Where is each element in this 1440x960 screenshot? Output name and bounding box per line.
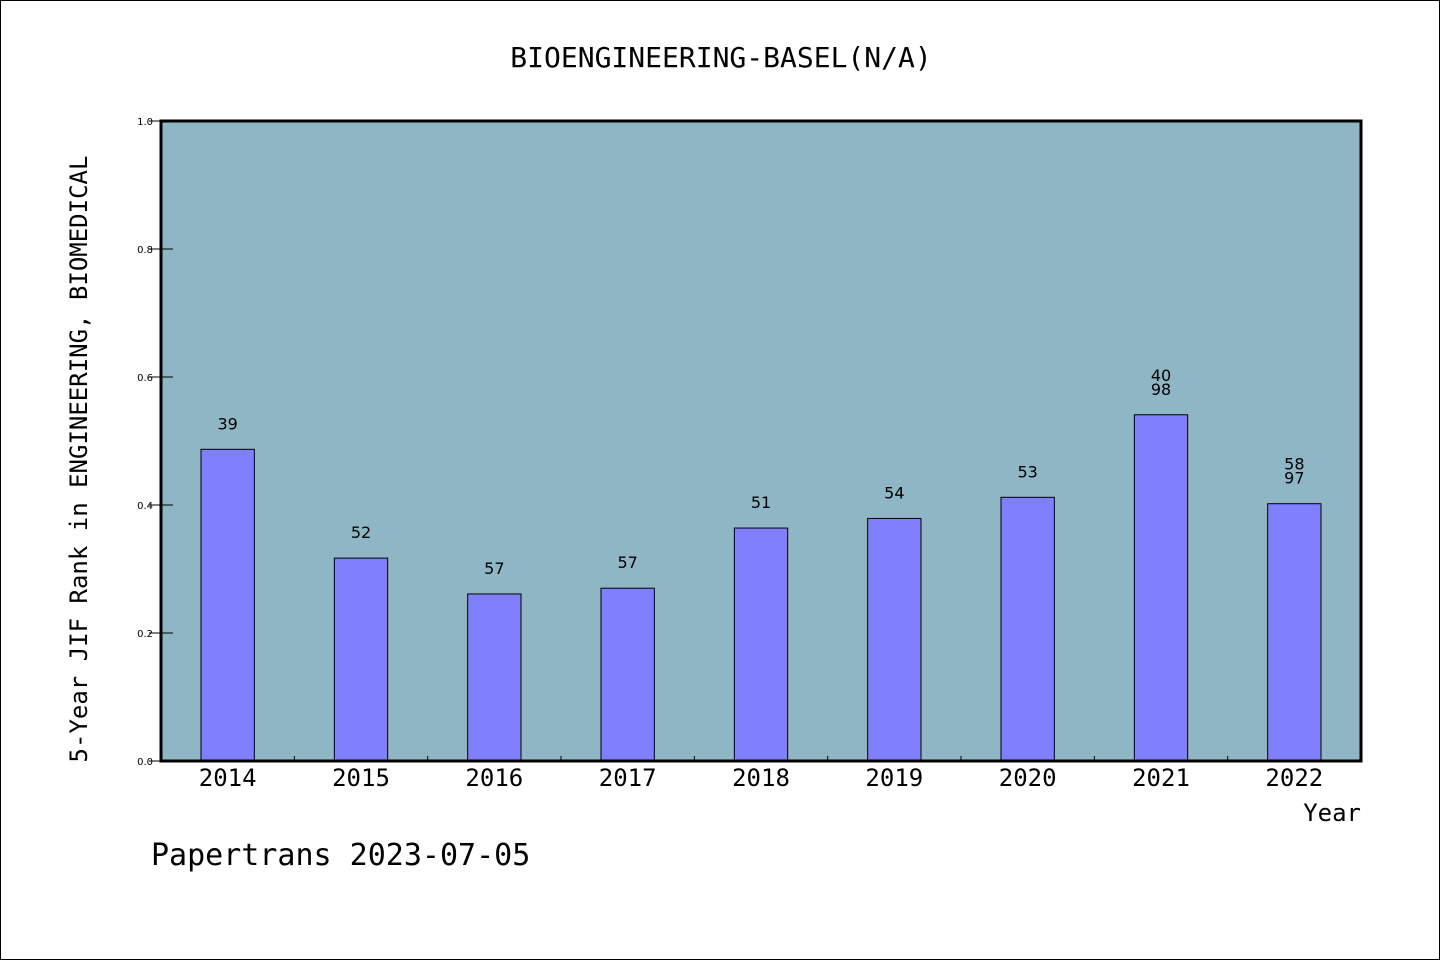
bar-2014 [200,448,255,762]
bar-value-label: 58 [1284,455,1304,474]
bar-value-label: 97 [1284,469,1304,488]
bar-2019 [867,517,922,762]
bar-2015 [333,557,389,762]
bar-2018 [733,527,789,762]
x-tick-label: 2019 [865,764,923,792]
footer-text: Papertrans 2023-07-05 [151,838,530,873]
bar-value-label: 51 [751,493,771,512]
x-tick-label: 2017 [599,764,657,792]
y-tick-label: 0.6 [137,373,153,384]
x-tick-label: 2015 [332,764,390,792]
bar-value-label: 54 [884,483,904,502]
bar-value-label: 57 [484,559,504,578]
bar-value-label: 57 [617,553,637,572]
x-axis-label: Year [1303,799,1361,827]
bar-2021 [1133,414,1189,762]
x-tick-label: 2018 [732,764,790,792]
bar-value-label: 52 [351,523,371,542]
bar-2016 [467,593,522,762]
bar-value-label: 53 [1017,462,1037,481]
x-tick-label: 2014 [199,764,257,792]
y-axis-label: 5-Year JIF Rank in ENGINEERING, BIOMEDIC… [65,156,93,763]
chart-title: BIOENGINEERING-BASEL(N/A) [510,41,931,74]
bar-2022 [1267,503,1322,762]
x-tick-label: 2016 [465,764,523,792]
y-tick-label: 0.2 [137,629,153,640]
x-tick-label: 2021 [1132,764,1190,792]
y-tick-label: 1.0 [137,117,153,128]
bar-value-label: 98 [1151,380,1171,399]
bar-value-label: 40 [1151,366,1171,385]
bar-value-label: 39 [217,414,237,433]
y-tick-label: 0.4 [137,501,153,512]
y-tick-label: 0.8 [137,245,153,256]
bar-2020 [1000,496,1055,762]
bar-2017 [600,587,655,762]
x-tick-label: 2020 [999,764,1057,792]
y-tick-label: 0.0 [137,757,153,768]
plot-border [159,119,1363,763]
x-tick-label: 2022 [1265,764,1323,792]
